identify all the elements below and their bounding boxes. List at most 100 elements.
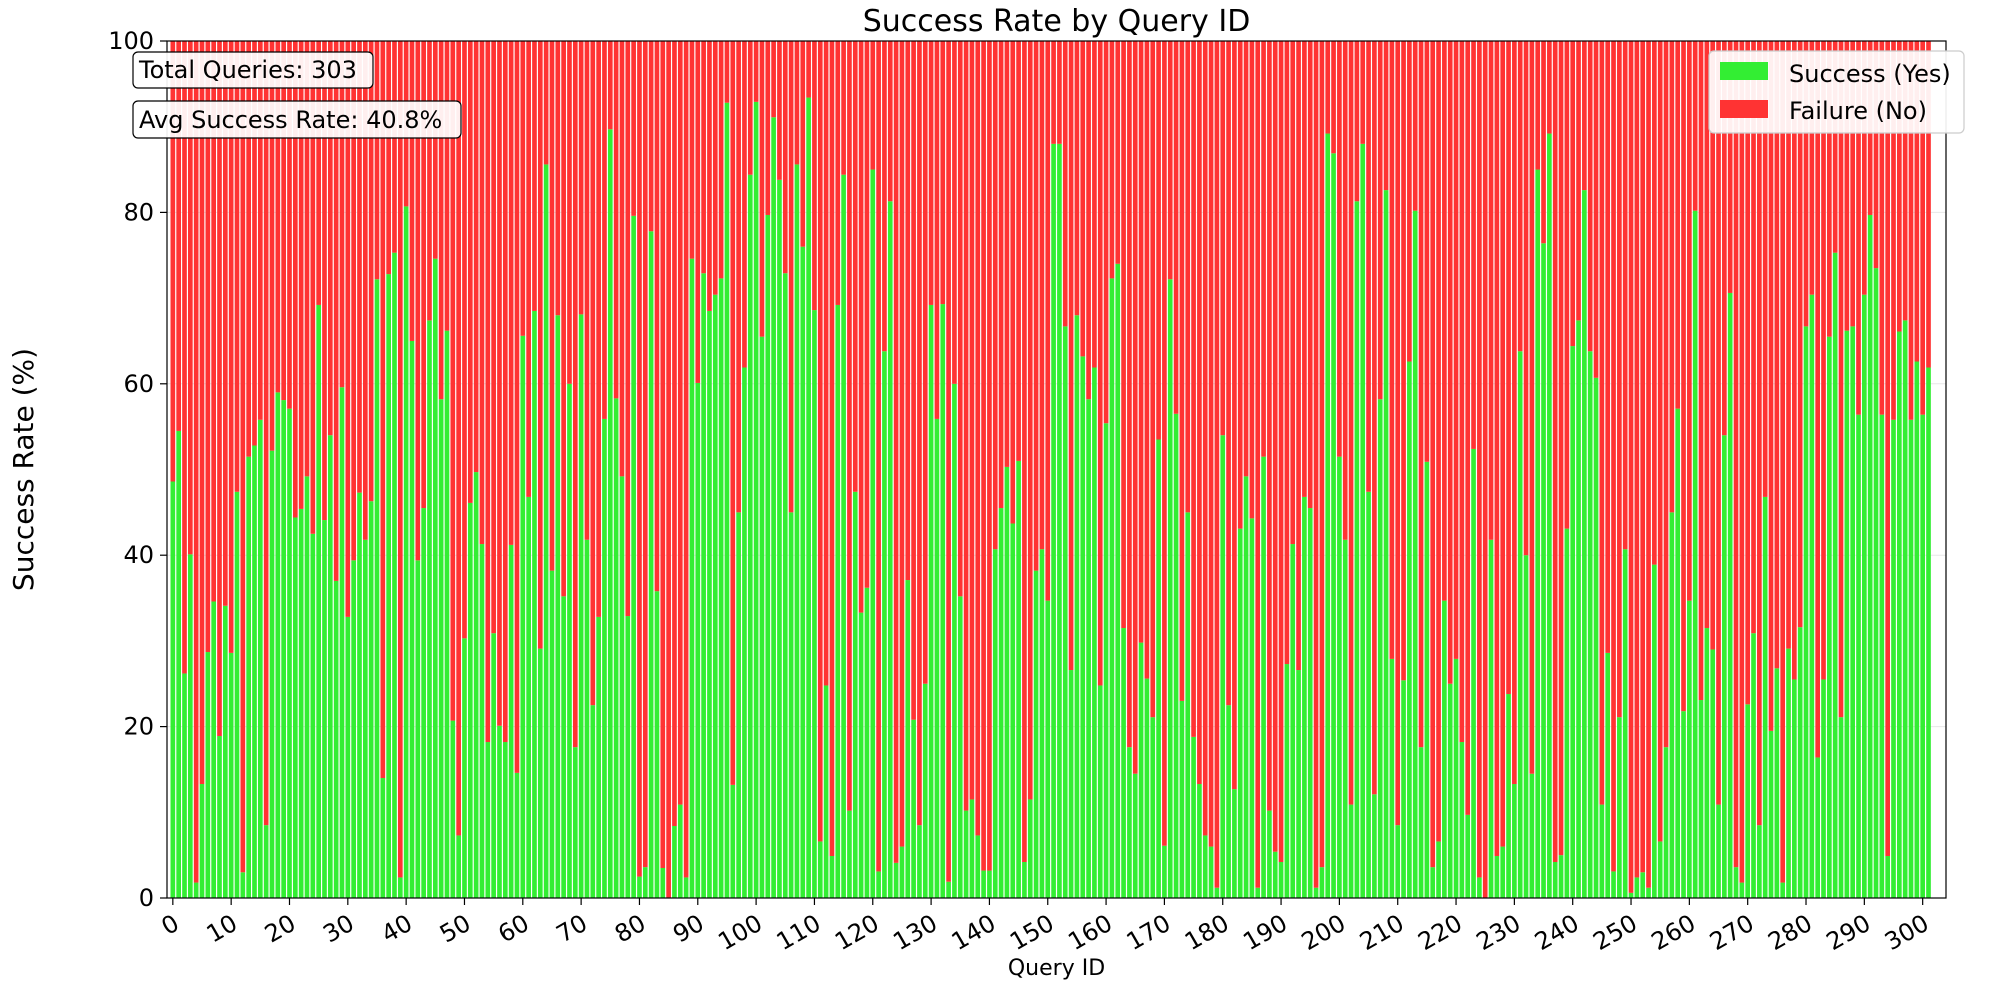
bar-failure [625, 41, 631, 617]
bar-success [1926, 367, 1931, 899]
bar-failure [765, 41, 771, 215]
bar-success [1850, 326, 1856, 899]
bar-success [1039, 549, 1045, 898]
bar-success [1809, 294, 1815, 898]
bar-success [882, 351, 887, 898]
bar-success [234, 491, 240, 898]
bar-failure [1786, 41, 1791, 649]
y-tick-label: 80 [123, 198, 154, 226]
bar-success [1552, 862, 1558, 898]
bar-failure [1109, 41, 1115, 279]
bar-success [1716, 804, 1721, 898]
bar-failure [1337, 41, 1342, 457]
bar-success [1267, 810, 1272, 898]
bar-success [1792, 679, 1797, 898]
x-tick-label: 210 [1355, 909, 1409, 956]
bar-failure [1827, 41, 1832, 337]
bar-failure [806, 41, 811, 98]
bar-success [1646, 887, 1651, 898]
bar-success [543, 164, 549, 898]
bar-failure [462, 41, 467, 639]
bar-success [380, 778, 386, 898]
bar-failure [211, 41, 216, 602]
bar-success [1418, 747, 1424, 898]
bar-success [625, 616, 631, 898]
bar-failure [275, 41, 281, 393]
bar-failure [1092, 41, 1097, 368]
x-tick-label: 230 [1472, 909, 1526, 956]
bar-success [351, 560, 356, 898]
bar-failure [1535, 41, 1541, 170]
bar-failure [1762, 41, 1768, 497]
bar-success [1004, 466, 1010, 898]
bar-failure [998, 41, 1004, 509]
bar-failure [1074, 41, 1080, 316]
bar-success [1541, 243, 1546, 898]
bar-failure [637, 41, 642, 877]
bar-failure [666, 41, 671, 898]
bar-failure [946, 41, 951, 882]
bar-failure [1885, 41, 1891, 857]
bar-success [1272, 851, 1278, 898]
bar-success [1284, 664, 1290, 898]
bar-failure [1412, 41, 1418, 211]
bar-success [602, 418, 607, 898]
bar-success [1080, 356, 1086, 899]
bar-success [1587, 351, 1593, 898]
bar-success [1512, 784, 1517, 898]
bar-success [695, 382, 701, 898]
bar-success [1564, 528, 1570, 898]
bar-failure [602, 41, 607, 419]
bar-failure [724, 41, 730, 103]
bar-failure [1891, 41, 1896, 420]
bar-success [718, 278, 724, 898]
x-tick-label: 250 [1588, 909, 1642, 956]
bar-success [707, 310, 712, 899]
bar-success [193, 882, 199, 898]
bar-success [1167, 279, 1173, 899]
bar-success [1698, 700, 1704, 898]
bar-success [1803, 326, 1809, 899]
bar-success [176, 430, 181, 898]
bar-success [432, 258, 438, 899]
bar-success [1459, 742, 1465, 898]
x-tick-label: 50 [435, 909, 475, 949]
bar-failure [520, 41, 526, 336]
bar-failure [1138, 41, 1144, 643]
bar-success [1313, 887, 1319, 898]
bar-failure [1331, 41, 1336, 154]
bar-failure [782, 41, 788, 274]
bar-failure [1663, 41, 1669, 748]
bar-success [1302, 496, 1307, 898]
bar-failure [1815, 41, 1821, 758]
bar-failure [1564, 41, 1570, 529]
bar-success [1733, 867, 1739, 898]
bar-success [1885, 856, 1891, 898]
x-tick-label: 140 [947, 909, 1001, 956]
bar-success [374, 279, 380, 899]
bar-success [1214, 887, 1220, 898]
bar-success [1395, 825, 1401, 898]
bar-success [998, 508, 1004, 898]
bar-success [777, 179, 782, 899]
bar-success [514, 772, 520, 898]
bar-success [596, 616, 601, 898]
bar-failure [1447, 41, 1453, 684]
bar-failure [677, 41, 683, 805]
bar-failure [800, 41, 806, 247]
bar-success [946, 881, 951, 898]
bar-success [1162, 845, 1167, 898]
bar-failure [1261, 41, 1266, 457]
bar-failure [1004, 41, 1010, 467]
bar-success [357, 492, 362, 898]
bar-success [263, 825, 269, 898]
bar-failure [287, 41, 292, 409]
bar-failure [1144, 41, 1150, 679]
bar-failure [502, 41, 508, 743]
bar-success [1477, 877, 1482, 898]
bar-success [1296, 670, 1301, 898]
bar-success [753, 101, 759, 899]
bar-failure [1045, 41, 1051, 601]
bar-failure [176, 41, 181, 431]
bar-failure [1529, 41, 1535, 774]
